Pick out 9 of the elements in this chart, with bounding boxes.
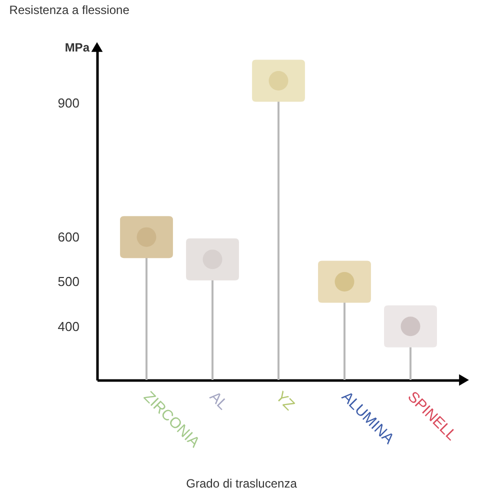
y-tick-label: 500 [58, 274, 80, 290]
y-tick-label: 600 [58, 230, 80, 245]
x-tick-label: AL [206, 388, 232, 414]
y-tick-label: 400 [58, 318, 80, 334]
chart-title: Resistenza a flessione [9, 3, 130, 17]
x-tick-label: YZ [272, 388, 298, 414]
y-axis-title: MPa [64, 40, 90, 54]
y-tick-label: 900 [58, 96, 80, 111]
x-axis-title: Grado di traslucenza [186, 476, 298, 488]
